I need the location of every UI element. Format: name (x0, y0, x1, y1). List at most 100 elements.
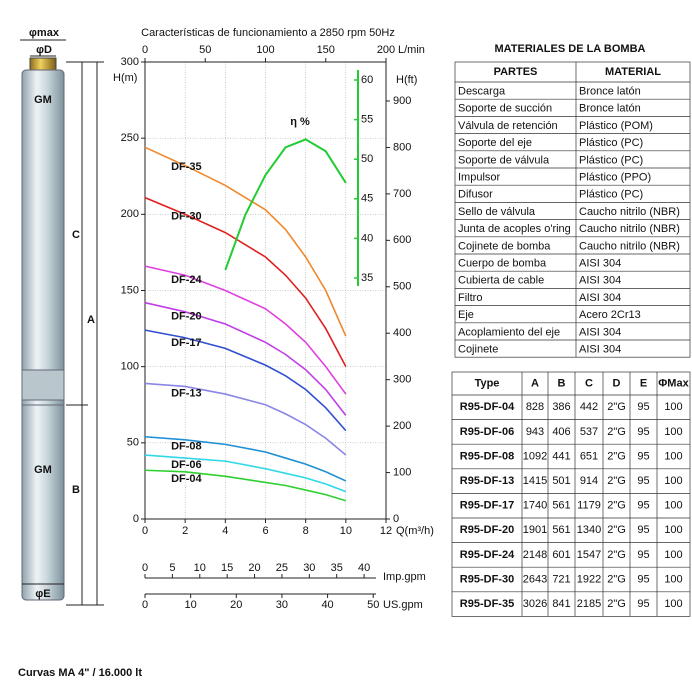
curve-label: DF-08 (171, 441, 202, 453)
eta-tick-label: 60 (361, 74, 373, 86)
table-header: PARTES (494, 66, 538, 78)
table-cell: 2148 (523, 549, 547, 561)
table-cell: 1092 (523, 450, 547, 462)
table-cell: 1901 (523, 524, 547, 536)
table-cell: 501 (552, 475, 570, 487)
x-tick-label: 4 (222, 525, 228, 537)
efficiency-curve (224, 138, 347, 271)
table-cell: Válvula de retención (458, 120, 558, 132)
table-header: Type (475, 377, 500, 389)
dim-label: B (72, 484, 80, 496)
us-tick-label: 40 (321, 599, 333, 611)
caption: Curvas MA 4" / 16.000 lt (18, 667, 142, 679)
y2-tick-label: 700 (393, 188, 411, 200)
table-cell: 441 (552, 450, 570, 462)
table-cell: 828 (526, 401, 544, 413)
logo: GM (34, 464, 52, 476)
table-cell: 537 (580, 426, 598, 438)
table-cell: Cojinete de bomba (458, 240, 551, 252)
table-cell: 914 (580, 475, 598, 487)
table-cell: 95 (637, 450, 649, 462)
table-cell: 2"G (607, 573, 626, 585)
table-cell: 442 (580, 401, 598, 413)
table-cell: 1922 (577, 573, 601, 585)
table-cell: R95-DF-24 (460, 549, 515, 561)
table-cell: 95 (637, 401, 649, 413)
curve-label: DF-35 (171, 161, 202, 173)
imp-tick-label: 10 (194, 562, 206, 574)
top-tick-label: 150 (317, 44, 335, 56)
imp-tick-label: 20 (248, 562, 260, 574)
table-cell: 100 (664, 598, 682, 610)
table-cell: 2"G (607, 500, 626, 512)
table-cell: 721 (552, 573, 570, 585)
eta-tick-label: 55 (361, 114, 373, 126)
pump-filter (21, 369, 65, 401)
table-cell: 95 (637, 573, 649, 585)
curve (144, 146, 347, 337)
table-cell: 2"G (607, 450, 626, 462)
dim-label: A (87, 314, 95, 326)
y2-axis-label: H(ft) (396, 74, 417, 86)
table-cell: R95-DF-35 (460, 598, 514, 610)
table-cell: R95-DF-08 (460, 450, 514, 462)
logo: GM (34, 94, 52, 106)
table-cell: Caucho nitrilo (NBR) (579, 240, 680, 252)
x-tick-label: 10 (340, 525, 352, 537)
x-tick-label: 2 (182, 525, 188, 537)
table-cell: 2"G (607, 524, 626, 536)
table-cell: 2"G (607, 426, 626, 438)
table-cell: Descarga (458, 86, 506, 98)
y2-tick-label: 0 (393, 513, 399, 525)
table-cell: 386 (552, 401, 570, 413)
table-cell: 95 (637, 500, 649, 512)
table-cell: 651 (580, 450, 598, 462)
table-cell: 3026 (523, 598, 547, 610)
top-tick-label: 50 (199, 44, 211, 56)
table-cell: Caucho nitrilo (NBR) (579, 223, 680, 235)
table-cell: Eje (458, 309, 474, 321)
curve-label: DF-04 (171, 473, 202, 485)
pump-body (21, 69, 65, 601)
table-cell: Impulsor (458, 172, 501, 184)
curve-label: DF-17 (171, 337, 202, 349)
eta-tick-label: 35 (361, 272, 373, 284)
table-cell: R95-DF-04 (460, 401, 515, 413)
table-cell: Sello de válvula (458, 206, 536, 218)
table-cell: R95-DF-20 (460, 524, 514, 536)
table-cell: Bronce latón (579, 86, 641, 98)
eta-tick-label: 50 (361, 153, 373, 165)
table-cell: Soporte de válvula (458, 154, 550, 166)
curve (144, 382, 347, 456)
curve-label: DF-13 (171, 387, 202, 399)
table-cell: 95 (637, 475, 649, 487)
table-cell: Caucho nitrilo (NBR) (579, 206, 680, 218)
x-axis-label: Q(m³/h) (396, 525, 434, 537)
top-tick-label: 200 (377, 44, 395, 56)
table-cell: 100 (664, 426, 682, 438)
table-cell: R95-DF-06 (460, 426, 514, 438)
table-cell: 561 (552, 524, 570, 536)
table-cell: 100 (664, 549, 682, 561)
top-axis-label: L/min (398, 44, 425, 56)
table-cell: AISI 304 (579, 275, 621, 287)
top-tick-label: 0 (142, 44, 148, 56)
y-tick-label: 300 (121, 56, 139, 68)
table-cell: 1740 (523, 500, 547, 512)
table-header: D (613, 377, 621, 389)
curve (144, 265, 347, 395)
table-cell: 95 (637, 598, 649, 610)
us-tick-label: 20 (230, 599, 242, 611)
imp-axis-label: Imp.gpm (383, 571, 426, 583)
table-cell: R95-DF-30 (460, 573, 514, 585)
plot-frame (144, 61, 387, 520)
table-cell: Cubierta de cable (458, 275, 544, 287)
table-cell: R95-DF-17 (460, 500, 514, 512)
table-cell: 2643 (523, 573, 547, 585)
table-border (451, 371, 691, 617)
table-header: E (640, 377, 647, 389)
us-tick-label: 10 (185, 599, 197, 611)
table-cell: AISI 304 (579, 258, 621, 270)
curve (144, 196, 347, 368)
